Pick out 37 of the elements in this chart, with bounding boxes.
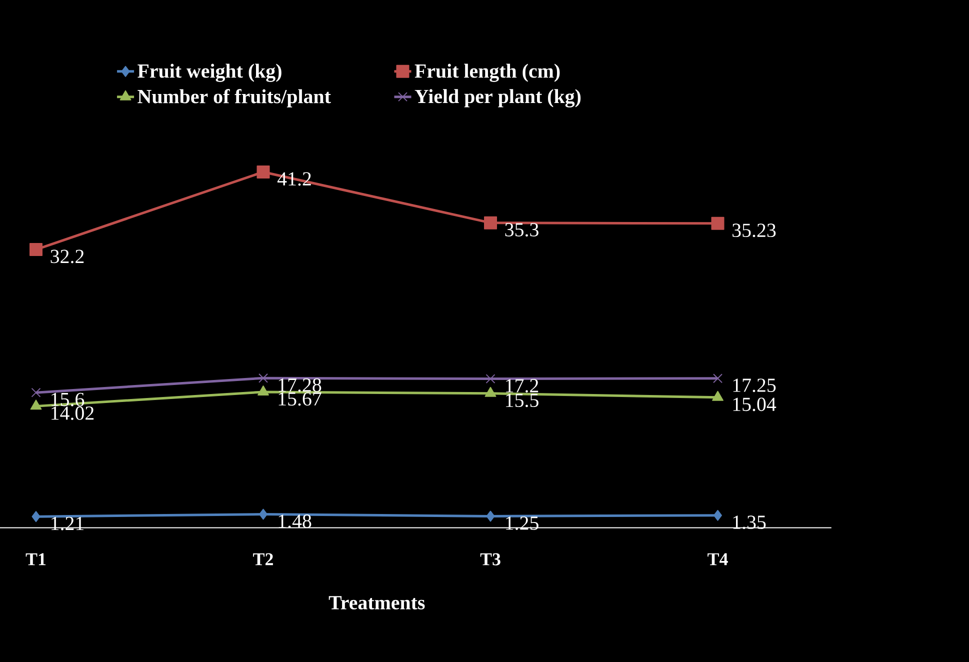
point: [30, 243, 42, 256]
data-label: 1.21: [52, 516, 84, 530]
point: [30, 400, 42, 410]
point: [258, 373, 268, 383]
data-label: 35.23: [732, 224, 776, 238]
legend-label: Number of fruits/plant: [138, 89, 331, 108]
point: [484, 216, 498, 230]
data-label: 15.6: [52, 392, 84, 406]
data-label: 17.28: [278, 378, 322, 392]
legend-label: Fruit length (cm): [414, 64, 560, 82]
point: [259, 508, 268, 520]
data-label: 1.35: [733, 516, 766, 530]
data-label: 32.2: [50, 250, 84, 264]
data-label: 15.67: [278, 392, 322, 406]
data-label: 15.5: [506, 394, 538, 408]
point: [713, 374, 722, 384]
legend-label: Yield per plant (kg): [414, 89, 581, 108]
x-axis-title: Treatments: [328, 596, 425, 610]
data-label: 17.25: [733, 378, 776, 392]
data-label: 1.25: [506, 516, 538, 530]
data-label: 35.3: [505, 223, 538, 237]
x-tick-label: T1: [26, 553, 46, 566]
x-tick-label: T4: [708, 553, 728, 566]
data-label: 1.48: [278, 514, 312, 528]
point: [711, 216, 724, 230]
data-label: 17.2: [506, 379, 538, 393]
point: [486, 510, 495, 522]
x-tick-label: T3: [480, 553, 500, 566]
legend-label: Fruit weight (kg): [138, 64, 282, 82]
x-tick-label: T2: [253, 553, 273, 566]
point: [256, 165, 270, 178]
point: [32, 511, 40, 522]
point: [486, 374, 496, 384]
point: [714, 510, 722, 521]
data-label: 15.04: [733, 398, 776, 412]
point: [31, 388, 41, 398]
data-label: 14.02: [52, 406, 94, 420]
